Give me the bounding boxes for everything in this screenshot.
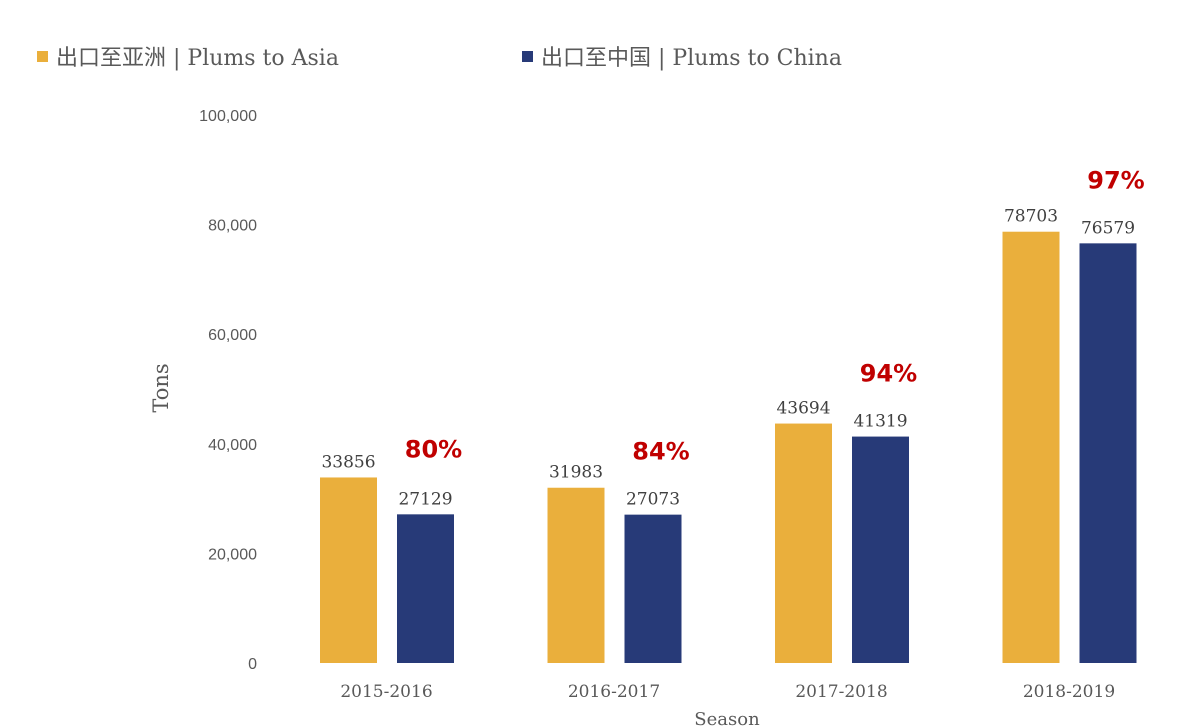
y-axis-title: Tons <box>149 363 173 412</box>
bar-value-label: 31983 <box>549 463 603 483</box>
china-bar <box>397 514 454 663</box>
asia-bar <box>1002 231 1060 663</box>
x-tick-label: 2015-2016 <box>340 682 432 702</box>
legend: 出口至亚洲 | Plums to Asia 出口至中国 | Plums to Ch… <box>37 46 842 71</box>
percentage-annotation: 84% <box>632 438 689 466</box>
china-bar <box>1079 243 1137 663</box>
bar-value-label: 27073 <box>626 490 680 510</box>
asia-bar <box>775 423 832 663</box>
bar-value-label: 78703 <box>1004 207 1058 227</box>
china-bar <box>624 514 682 663</box>
legend-label-1: 出口至亚洲 | Plums to Asia <box>56 46 339 71</box>
y-tick-label: 100,000 <box>199 108 257 125</box>
y-tick-label: 20,000 <box>208 546 257 563</box>
bar-value-labels: 33856 31983 43694 78703 27129 27073 41319 76579 <box>321 207 1135 510</box>
legend-swatch-2 <box>522 51 533 62</box>
asia-bar <box>547 487 605 663</box>
percentage-annotation: 94% <box>860 360 917 388</box>
y-tick-label: 60,000 <box>208 327 257 344</box>
x-axis-title: Season <box>694 709 760 728</box>
x-tick-label: 2017-2018 <box>795 682 887 702</box>
x-tick-label: 2018-2019 <box>1023 682 1115 702</box>
legend-swatch-1 <box>37 51 48 62</box>
y-tick-label: 40,000 <box>208 437 257 454</box>
y-tick-label: 0 <box>248 656 257 673</box>
bar-value-label: 33856 <box>321 452 375 472</box>
bar-value-label: 41319 <box>853 412 907 432</box>
legend-label-2: 出口至中国 | Plums to China <box>541 46 842 71</box>
asia-bar <box>320 477 377 663</box>
bar-value-label: 27129 <box>398 489 452 509</box>
percentage-annotation: 80% <box>405 435 462 463</box>
bar-value-label: 43694 <box>776 399 830 419</box>
percentage-annotation: 97% <box>1087 166 1144 194</box>
bar-value-label: 76579 <box>1081 218 1135 238</box>
x-axis-ticks: 2015-2016 2016-2017 2017-2018 2018-2019 <box>340 682 1115 702</box>
china-bar <box>852 436 909 663</box>
percentage-annotations: 80% 84% 94% 97% <box>405 166 1145 465</box>
y-tick-label: 80,000 <box>208 218 257 235</box>
y-axis-ticks: 0 20,000 40,000 60,000 80,000 100,000 <box>199 108 257 673</box>
bars <box>320 231 1137 663</box>
x-tick-label: 2016-2017 <box>568 682 660 702</box>
